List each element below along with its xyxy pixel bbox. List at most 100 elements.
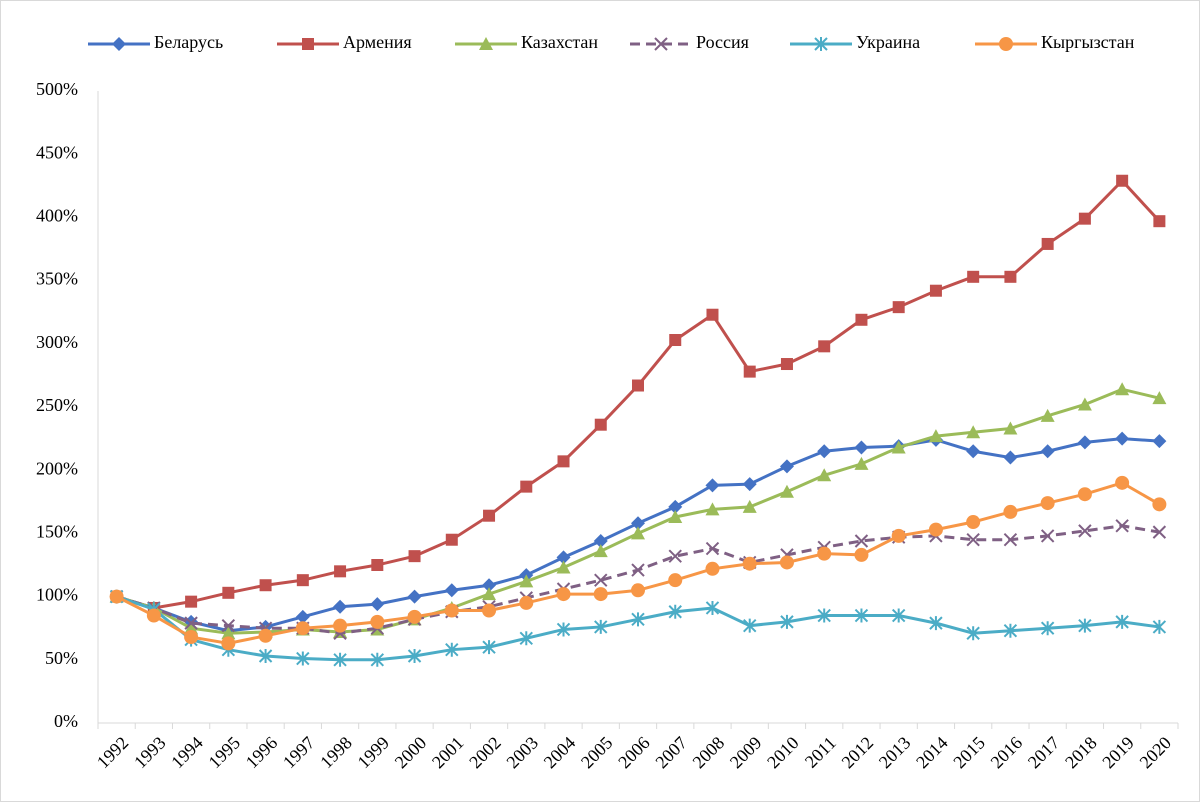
legend-label: Кыргызстан <box>1041 32 1135 52</box>
marker <box>479 37 493 50</box>
marker <box>259 579 272 592</box>
marker <box>112 37 126 51</box>
marker <box>222 586 235 599</box>
marker <box>891 608 906 623</box>
marker <box>1077 397 1092 411</box>
marker <box>258 649 273 664</box>
marker <box>370 614 385 629</box>
marker <box>631 583 645 598</box>
marker <box>444 603 459 618</box>
marker <box>1078 524 1092 538</box>
y-tick-label: 400% <box>36 206 78 226</box>
marker <box>780 358 793 371</box>
marker <box>705 541 720 556</box>
marker <box>817 546 832 561</box>
marker <box>370 597 385 612</box>
marker <box>556 560 571 574</box>
marker <box>184 621 199 635</box>
marker <box>221 626 236 640</box>
marker <box>929 284 942 297</box>
marker <box>668 509 683 523</box>
marker <box>1115 614 1129 629</box>
marker <box>1115 475 1130 490</box>
marker <box>1041 237 1054 250</box>
marker <box>668 604 682 619</box>
marker <box>1115 382 1130 396</box>
marker <box>891 528 906 543</box>
y-tick-label: 450% <box>36 142 78 162</box>
marker <box>302 38 314 50</box>
marker <box>817 444 832 459</box>
marker <box>296 574 309 587</box>
marker <box>1115 519 1129 533</box>
marker <box>556 622 571 637</box>
marker <box>742 477 757 492</box>
marker <box>631 526 645 540</box>
y-tick-label: 50% <box>45 648 78 668</box>
marker <box>593 587 608 602</box>
marker <box>1078 212 1091 225</box>
marker <box>109 589 124 604</box>
marker <box>407 649 422 664</box>
marker <box>854 440 869 455</box>
marker <box>632 379 644 392</box>
marker <box>594 573 608 587</box>
marker <box>654 37 668 51</box>
marker <box>706 308 719 321</box>
marker <box>966 533 980 547</box>
marker <box>445 642 459 657</box>
marker <box>966 515 981 530</box>
marker <box>818 340 831 353</box>
marker <box>295 621 310 636</box>
marker <box>482 640 496 655</box>
marker <box>854 547 869 562</box>
marker <box>1040 496 1055 511</box>
marker <box>333 599 348 614</box>
marker <box>146 608 161 623</box>
marker <box>334 565 347 578</box>
marker <box>1003 533 1018 547</box>
marker <box>594 418 607 431</box>
marker <box>631 563 645 577</box>
marker <box>407 589 422 604</box>
marker <box>1004 270 1017 283</box>
marker <box>407 609 422 624</box>
marker <box>370 652 385 667</box>
y-tick-label: 350% <box>36 269 78 289</box>
marker <box>258 628 273 643</box>
marker <box>705 478 720 493</box>
marker <box>742 499 757 513</box>
legend-label: Беларусь <box>154 32 223 52</box>
marker <box>556 587 571 602</box>
marker <box>669 334 682 347</box>
marker <box>631 516 645 531</box>
marker <box>929 616 943 631</box>
marker <box>743 618 757 633</box>
marker <box>1115 431 1130 446</box>
marker <box>482 578 497 593</box>
marker <box>743 365 756 378</box>
marker <box>854 608 869 623</box>
marker <box>520 480 533 493</box>
marker <box>892 301 905 314</box>
marker <box>705 502 720 516</box>
marker <box>1116 174 1129 187</box>
y-tick-label: 300% <box>36 332 78 352</box>
marker <box>445 533 458 546</box>
marker <box>1077 435 1092 450</box>
marker <box>1152 391 1167 405</box>
marker <box>780 614 794 629</box>
marker <box>1077 487 1092 502</box>
marker <box>1003 504 1018 519</box>
marker <box>705 600 720 615</box>
marker <box>184 630 199 645</box>
marker <box>593 533 608 548</box>
y-tick-label: 250% <box>36 395 78 415</box>
marker <box>705 561 720 576</box>
marker <box>333 652 347 667</box>
marker <box>1040 444 1055 459</box>
marker <box>854 534 869 548</box>
marker <box>967 270 980 283</box>
marker <box>1040 529 1055 543</box>
marker <box>1040 621 1055 636</box>
